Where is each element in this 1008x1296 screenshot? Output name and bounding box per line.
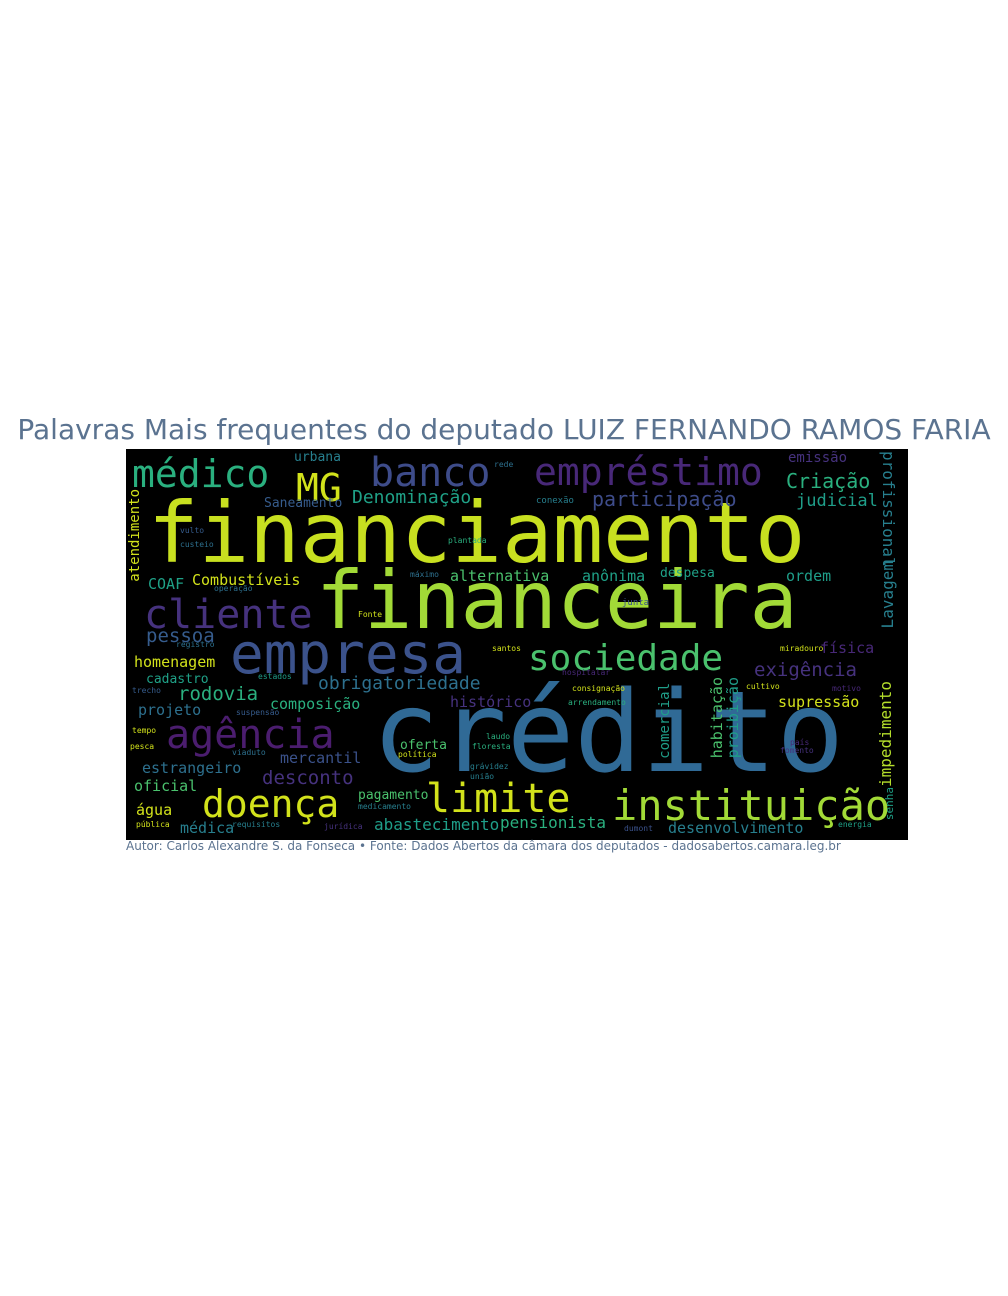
word-small: país <box>790 738 810 747</box>
word-small: laudo <box>486 732 511 741</box>
word-desenvolvimento: desenvolvimento <box>668 819 804 837</box>
word-instituicao: instituição <box>612 781 891 830</box>
word-financiamento: financiamento <box>148 484 806 582</box>
word-small: junta <box>622 598 650 608</box>
word-ordem: ordem <box>786 567 832 585</box>
word-small: rede <box>494 460 514 469</box>
source-caption: Autor: Carlos Alexandre S. da Fonseca • … <box>126 839 841 853</box>
word-judicial: judicial <box>796 491 878 511</box>
word-small: arrendamento <box>568 698 626 707</box>
word-small: dumont <box>624 824 653 833</box>
word-small: máximo <box>410 570 439 579</box>
word-alternativa: alternativa <box>450 567 550 585</box>
word-oficial: oficial <box>134 777 198 795</box>
word-small: suspensão <box>236 708 280 717</box>
word-supressao: supressão <box>778 693 860 711</box>
word-pagamento: pagamento <box>358 788 429 803</box>
word-small: tempo <box>132 726 157 735</box>
word-small: pública <box>136 820 170 829</box>
word-small: trecho <box>132 686 161 695</box>
word-small: santos <box>492 644 521 653</box>
word-sociedade: sociedade <box>528 638 724 679</box>
word-cadastro: cadastro <box>146 672 209 687</box>
word-medica: médica <box>180 819 235 837</box>
word-rodovia: rodovia <box>178 683 259 705</box>
word-pensionista: pensionista <box>500 813 606 832</box>
word-small: vulto <box>180 526 205 535</box>
word-historico: histórico <box>450 693 532 711</box>
word-estrangeiro: estrangeiro <box>142 759 242 777</box>
word-small: grávidez <box>470 762 509 771</box>
page-title: Palavras Mais frequentes do deputado LUI… <box>0 412 1008 452</box>
word-small: viaduto <box>232 748 266 757</box>
word-oferta: oferta <box>400 738 447 753</box>
word-mg: MG <box>296 466 342 510</box>
word-profissional: profissional <box>879 451 898 567</box>
word-credito: crédito <box>372 668 845 798</box>
word-small: jurídica <box>324 822 363 831</box>
word-habitacao: habitação <box>708 677 726 759</box>
word-fisica: física <box>820 639 875 657</box>
word-small: hospitalar <box>562 668 611 677</box>
word-small: motivo <box>832 684 861 693</box>
word-denominacao: Denominação <box>352 487 472 508</box>
word-small: energia <box>838 820 872 829</box>
word-small: custeio <box>180 540 214 549</box>
word-urbana: urbana <box>294 450 341 465</box>
word-homenagem: homenagem <box>134 653 216 671</box>
word-obrigatoriedade: obrigatoriedade <box>318 673 481 694</box>
word-cloud: financiamento financeira crédito empresa… <box>126 449 908 840</box>
word-criacao: Criação <box>786 469 871 493</box>
word-small: plantada <box>448 536 487 545</box>
word-doenca: doença <box>202 782 340 826</box>
word-financeira: financeira <box>316 554 798 647</box>
word-impedimento: impedimento <box>876 681 895 787</box>
word-saneamento: Saneamento <box>264 496 343 511</box>
word-small: união <box>470 772 495 781</box>
word-combustiveis: Combustíveis <box>192 571 301 589</box>
word-medico: médico <box>132 452 270 496</box>
word-small: miradouro <box>780 644 824 653</box>
word-small: consignação <box>572 684 625 693</box>
word-senha: senha <box>883 787 896 821</box>
word-small: política <box>398 750 437 759</box>
word-despesa: despesa <box>660 566 715 581</box>
word-small: estados <box>258 672 292 681</box>
word-emprestimo: empréstimo <box>534 450 763 494</box>
word-cliente: cliente <box>144 592 313 638</box>
word-participacao: participação <box>592 487 737 511</box>
word-agua: água <box>136 801 173 819</box>
word-small: conexão <box>536 496 574 506</box>
word-abastecimento: abastecimento <box>374 815 500 834</box>
word-small: Fonte <box>358 610 383 619</box>
word-pessoa: pessoa <box>146 625 215 647</box>
word-small: fomento <box>780 746 814 755</box>
word-small: requisitos <box>232 820 281 829</box>
word-agencia: agência <box>166 712 335 758</box>
word-emissao: emissão <box>788 450 848 466</box>
word-anonima: anônima <box>582 567 646 585</box>
word-empresa: empresa <box>230 622 467 687</box>
word-proibicao: proibição <box>724 677 742 759</box>
word-small: pesca <box>130 742 155 751</box>
word-lavagem: Lavagem <box>878 561 897 629</box>
word-small: medicamento <box>358 802 411 811</box>
word-small: registro <box>176 640 215 649</box>
word-composicao: composição <box>270 695 361 713</box>
word-comercial: comercial <box>657 683 673 759</box>
word-limite: limite <box>426 776 571 822</box>
title-text: Palavras Mais frequentes do deputado LUI… <box>17 413 991 446</box>
word-banco: banco <box>370 450 491 496</box>
word-coaf: COAF <box>148 575 185 593</box>
word-desconto: desconto <box>262 767 354 789</box>
word-atendimento: atendimento <box>127 489 143 582</box>
word-small: floresta <box>472 742 511 751</box>
word-exigencia: exigência <box>754 659 857 681</box>
word-small: operação <box>214 584 253 593</box>
word-mercantil: mercantil <box>280 749 362 767</box>
word-small: cultivo <box>746 682 780 691</box>
word-projeto: projeto <box>138 701 202 719</box>
